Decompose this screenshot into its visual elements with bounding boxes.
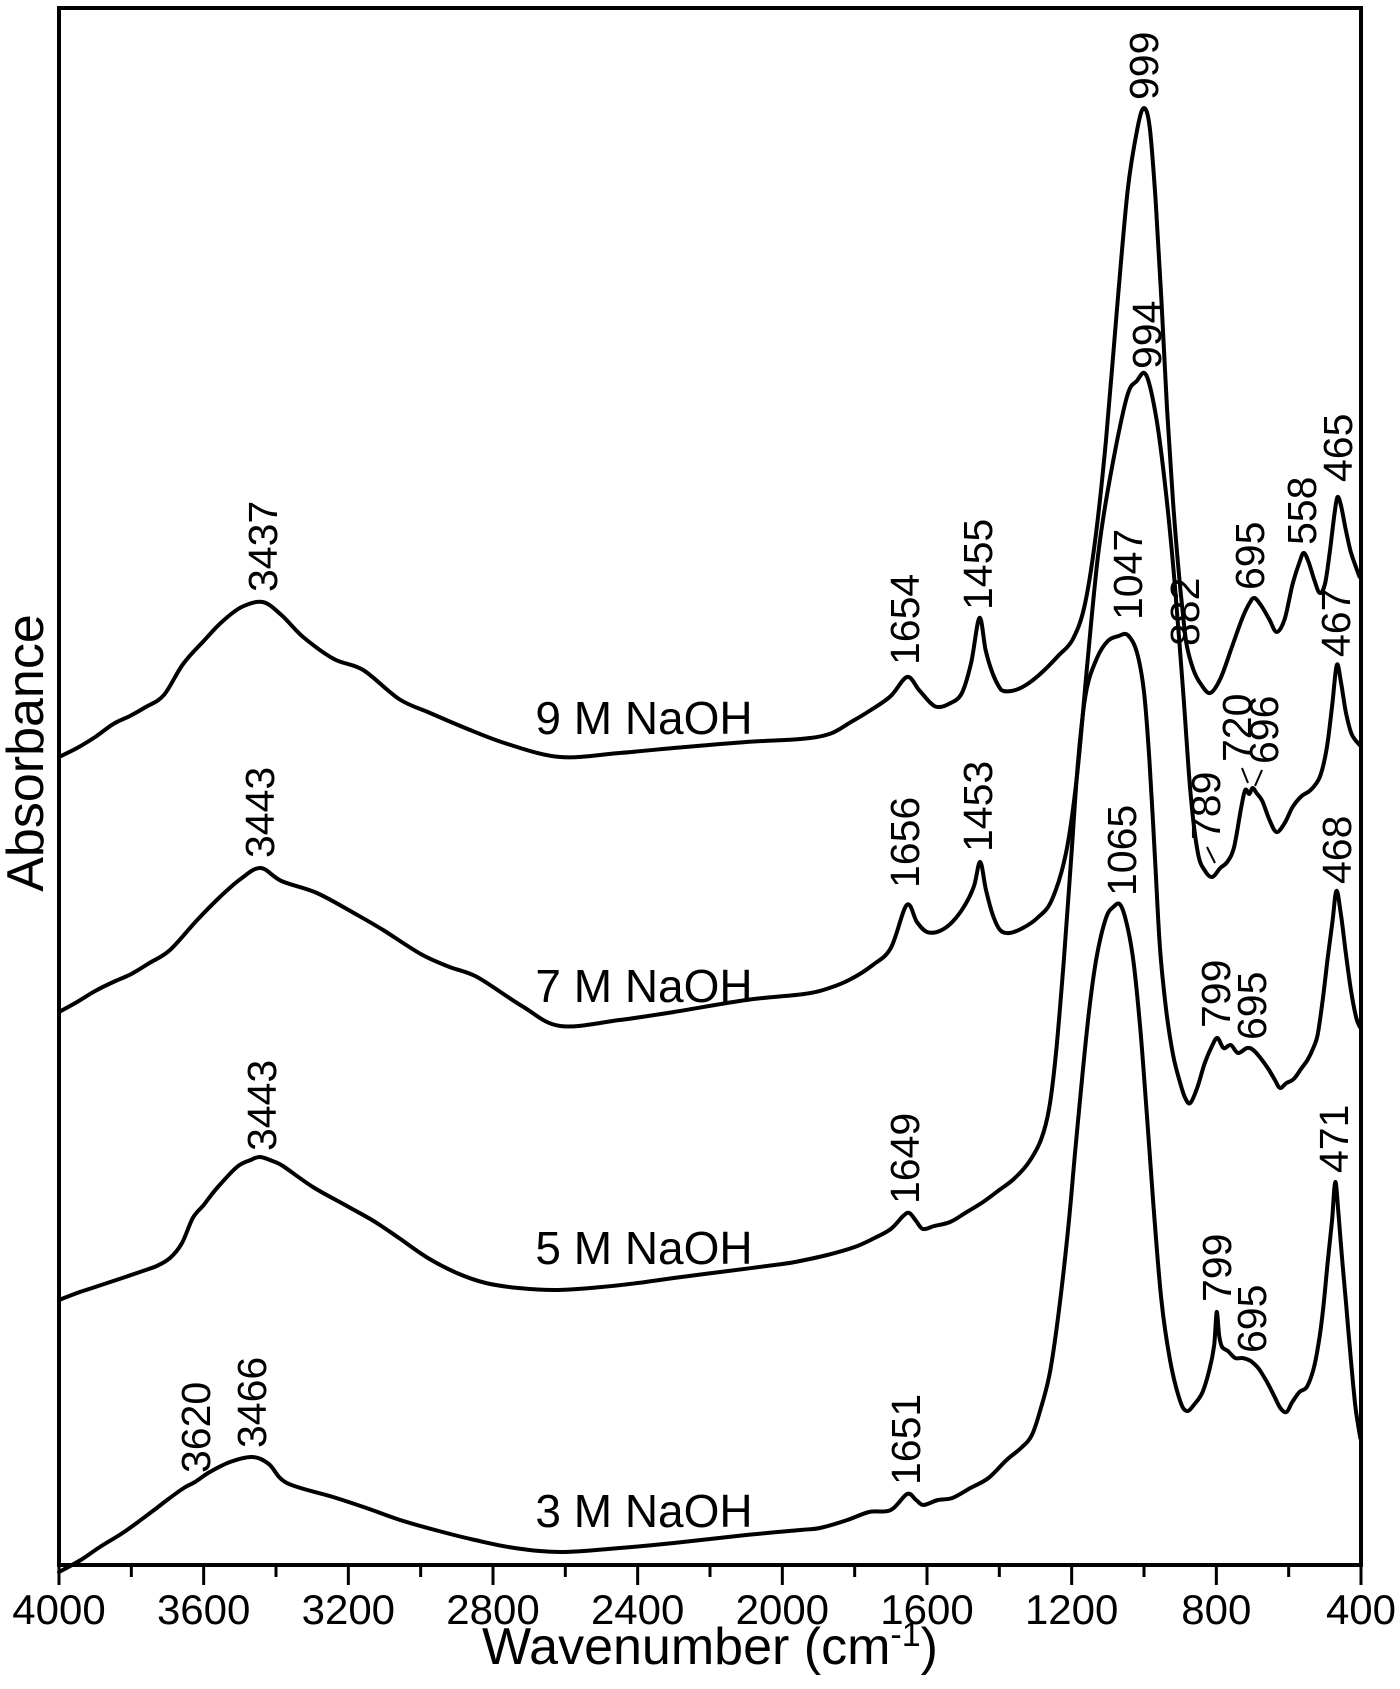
peak-leader-line <box>1254 769 1263 787</box>
peak-label-994: 994 <box>1124 301 1170 369</box>
x-axis-title: Wavenumber (cm-1) <box>482 1616 938 1676</box>
peak-label-882: 882 <box>1162 578 1208 646</box>
peak-label-1656: 1656 <box>882 797 928 888</box>
peak-label-1649: 1649 <box>882 1113 928 1204</box>
peak-label-999: 999 <box>1121 32 1167 100</box>
peak-label-471: 471 <box>1311 1105 1357 1173</box>
peak-label-695: 695 <box>1229 972 1275 1040</box>
x-axis-tick-label: 400 <box>1326 1586 1396 1633</box>
peak-label-468: 468 <box>1314 816 1360 884</box>
curve-label-9-m-naoh: 9 M NaOH <box>535 692 752 744</box>
peak-label-695: 695 <box>1227 522 1273 590</box>
peak-label-467: 467 <box>1313 589 1359 657</box>
peak-label-3443: 3443 <box>237 767 283 858</box>
peak-label-558: 558 <box>1279 477 1325 545</box>
peak-label-1455: 1455 <box>955 519 1001 610</box>
peak-label-799: 799 <box>1193 960 1239 1028</box>
peak-label-1453: 1453 <box>955 761 1001 852</box>
spectrum-curve-9-m-naoh <box>57 106 1362 760</box>
x-axis-tick-label: 2000 <box>736 1586 829 1633</box>
peak-label-1047: 1047 <box>1105 529 1151 620</box>
peak-leader-line <box>1241 767 1249 784</box>
peak-label-3443: 3443 <box>239 1060 285 1151</box>
spectrum-curve-7-m-naoh <box>57 370 1362 1029</box>
spectrum-curve-5-m-naoh <box>57 631 1362 1302</box>
peak-label-3466: 3466 <box>229 1357 275 1448</box>
x-axis-tick-label: 3200 <box>302 1586 395 1633</box>
peak-leader-line <box>1206 846 1216 864</box>
x-axis-tick-label: 2400 <box>591 1586 684 1633</box>
curve-label-7-m-naoh: 7 M NaOH <box>535 960 752 1012</box>
peak-label-720: 720 <box>1214 694 1260 762</box>
y-axis-title: Absorbance <box>0 614 55 892</box>
curve-label-3-m-naoh: 3 M NaOH <box>535 1485 752 1537</box>
x-axis-tick-label: 1600 <box>880 1586 973 1633</box>
peak-label-1065: 1065 <box>1099 805 1145 896</box>
peak-label-799: 799 <box>1194 1234 1240 1302</box>
peak-label-465: 465 <box>1315 414 1361 482</box>
x-axis-tick-label: 2800 <box>446 1586 539 1633</box>
spectrum-curve-3-m-naoh <box>57 901 1363 1574</box>
peak-label-1654: 1654 <box>882 574 928 665</box>
peak-label-1651: 1651 <box>883 1394 929 1485</box>
x-axis-tick-label: 800 <box>1181 1586 1251 1633</box>
x-axis-tick-label: 1200 <box>1025 1586 1118 1633</box>
peak-label-789: 789 <box>1183 772 1229 840</box>
x-axis-tick-label: 4000 <box>12 1586 105 1633</box>
curve-label-5-m-naoh: 5 M NaOH <box>535 1222 752 1274</box>
x-axis-tick-label: 3600 <box>157 1586 250 1633</box>
peak-label-3620: 3620 <box>173 1382 219 1473</box>
peak-label-696: 696 <box>1241 696 1287 764</box>
peak-label-695: 695 <box>1229 1285 1275 1353</box>
peak-label-3437: 3437 <box>240 501 286 592</box>
